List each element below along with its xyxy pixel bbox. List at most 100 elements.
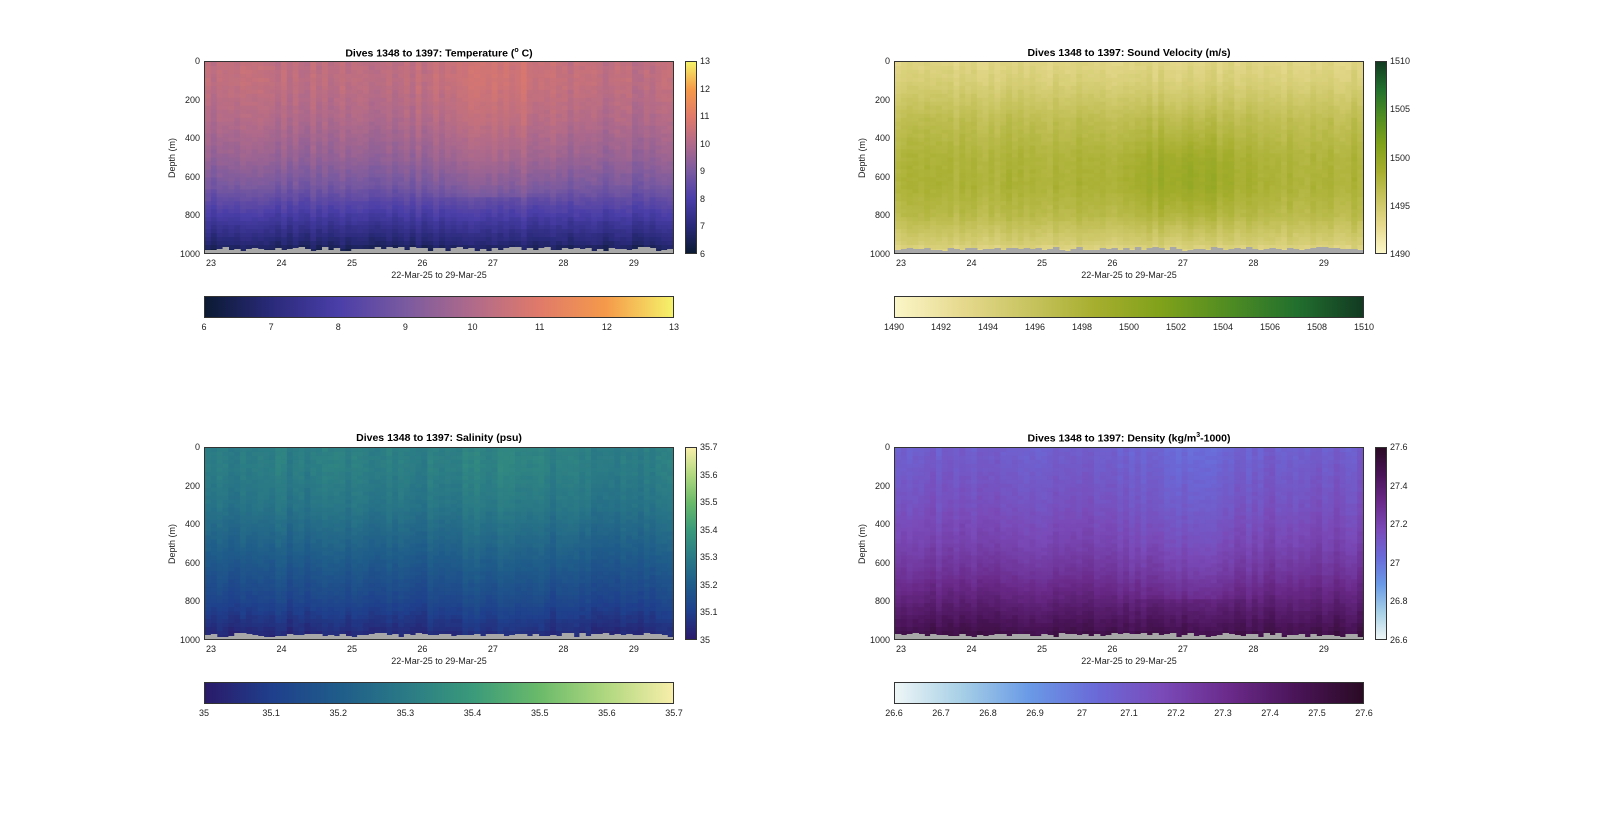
heatmap-cell xyxy=(520,169,528,175)
heatmap-cell xyxy=(567,113,575,119)
heatmap-cell xyxy=(205,185,212,190)
heatmap-cell xyxy=(269,133,276,139)
heatmap-cell xyxy=(392,157,399,163)
heatmap-cell xyxy=(953,221,960,226)
heatmap-cell xyxy=(409,225,417,230)
heatmap-cell xyxy=(567,201,575,206)
heatmap-cell xyxy=(912,65,919,71)
heatmap-cell xyxy=(491,109,499,115)
heatmap-cell xyxy=(608,125,616,131)
heatmap-cell xyxy=(462,105,469,111)
heatmap-cell xyxy=(345,97,352,103)
colorbar-tick-label: 9 xyxy=(700,166,706,177)
heatmap-cell xyxy=(626,161,633,167)
heatmap-cell xyxy=(421,113,428,119)
heatmap-cell xyxy=(632,97,639,103)
heatmap-cell xyxy=(965,97,972,103)
heatmap-cell xyxy=(310,225,317,230)
heatmap-cell xyxy=(900,165,908,171)
heatmap-cell xyxy=(561,177,569,182)
heatmap-cell xyxy=(392,149,399,155)
heatmap-cell xyxy=(281,93,288,99)
heatmap-cell xyxy=(988,117,996,123)
heatmap-cell xyxy=(222,217,229,222)
heatmap-cell xyxy=(626,189,633,194)
heatmap-cell xyxy=(322,113,329,119)
heatmap-cell xyxy=(339,197,346,202)
heatmap-cell xyxy=(362,161,370,167)
heatmap-cell xyxy=(976,89,984,95)
heatmap-cell xyxy=(1006,209,1013,214)
heatmap-cell xyxy=(439,229,446,234)
heatmap-cell xyxy=(433,137,440,143)
heatmap-cell xyxy=(953,97,960,103)
heatmap-cell xyxy=(655,137,662,143)
heatmap-cell xyxy=(345,185,352,190)
heatmap-cell xyxy=(982,229,990,234)
heatmap-cell xyxy=(275,145,282,151)
heatmap-cell xyxy=(333,93,341,99)
heatmap-cell xyxy=(503,201,510,206)
heatmap-cell xyxy=(526,105,534,111)
heatmap-cell xyxy=(532,153,540,159)
heatmap-cell xyxy=(520,229,528,234)
heatmap-cell xyxy=(263,161,270,167)
heatmap-cell xyxy=(216,141,224,147)
heatmap-cell xyxy=(1006,69,1013,75)
heatmap-cell xyxy=(427,73,434,79)
heatmap-cell xyxy=(1006,81,1013,87)
heatmap-cell xyxy=(403,62,411,67)
heatmap-cell xyxy=(544,145,551,151)
heatmap-cell xyxy=(895,149,902,155)
heatmap-cell xyxy=(526,233,534,238)
heatmap-cell xyxy=(222,197,229,202)
heatmap-cell xyxy=(976,101,984,107)
heatmap-cell xyxy=(286,161,294,167)
heatmap-cell xyxy=(988,149,996,155)
heatmap-cell xyxy=(333,69,341,75)
heatmap-cell xyxy=(392,169,399,175)
heatmap-cell xyxy=(462,117,469,123)
heatmap-cell xyxy=(439,62,446,67)
heatmap-cell xyxy=(596,105,604,111)
heatmap-cell xyxy=(532,97,540,103)
heatmap-cell xyxy=(281,145,288,151)
heatmap-cell xyxy=(210,165,218,171)
heatmap-cell xyxy=(643,229,651,234)
heatmap-cell xyxy=(965,137,972,143)
heatmap-cell xyxy=(298,145,306,151)
heatmap-cell xyxy=(474,73,481,79)
heatmap-cell xyxy=(918,165,925,171)
heatmap-cell xyxy=(895,161,902,167)
heatmap-cell xyxy=(316,69,323,75)
heatmap-cell xyxy=(403,233,411,238)
heatmap-cell xyxy=(450,169,458,175)
heatmap-cell xyxy=(310,205,317,210)
heatmap-cell xyxy=(556,117,563,123)
heatmap-cell xyxy=(895,97,902,103)
heatmap-cell xyxy=(561,221,569,226)
heatmap-cell xyxy=(275,173,282,178)
heatmap-cell xyxy=(205,62,212,67)
heatmap-cell xyxy=(526,117,534,123)
heatmap-cell xyxy=(1017,97,1025,103)
heatmap-cell xyxy=(520,245,528,250)
heatmap-cell xyxy=(345,161,352,167)
heatmap-cell xyxy=(310,62,317,67)
heatmap-cell xyxy=(357,237,364,242)
heatmap-cell xyxy=(643,205,651,210)
heatmap-cell xyxy=(900,237,908,242)
heatmap-cell xyxy=(655,97,662,103)
heatmap-cell xyxy=(550,213,557,218)
heatmap-cell xyxy=(415,233,423,238)
heatmap-cell xyxy=(491,241,499,246)
heatmap-cell xyxy=(398,213,405,218)
heatmap-cell xyxy=(479,149,487,155)
heatmap-cell xyxy=(953,169,960,175)
heatmap-cell xyxy=(982,77,990,83)
heatmap-cell xyxy=(234,173,241,178)
heatmap-cell xyxy=(573,205,580,210)
heatmap-cell xyxy=(310,201,317,206)
heatmap-cell xyxy=(450,69,458,75)
heatmap-cell xyxy=(520,137,528,143)
